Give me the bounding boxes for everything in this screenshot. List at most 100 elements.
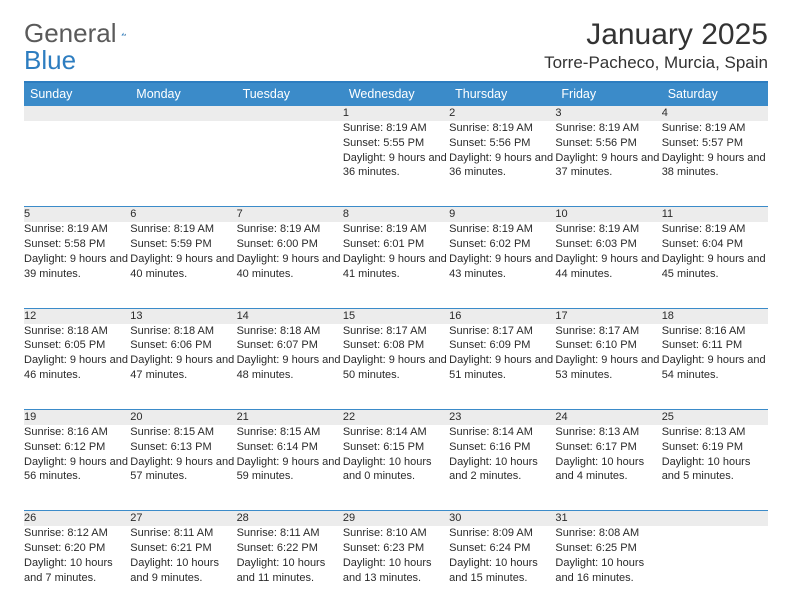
day-number-cell: 29 bbox=[343, 511, 449, 526]
day-header-row: SundayMondayTuesdayWednesdayThursdayFrid… bbox=[24, 82, 768, 106]
sunset-line: Sunset: 6:06 PM bbox=[130, 338, 236, 353]
day-content-cell: Sunrise: 8:19 AMSunset: 6:00 PMDaylight:… bbox=[237, 222, 343, 308]
sunset-line: Sunset: 6:01 PM bbox=[343, 237, 449, 252]
sunset-line: Sunset: 6:14 PM bbox=[237, 440, 343, 455]
day-content-cell: Sunrise: 8:19 AMSunset: 5:55 PMDaylight:… bbox=[343, 121, 449, 207]
daylight-line: Daylight: 9 hours and 54 minutes. bbox=[662, 353, 768, 383]
day-number-cell: 20 bbox=[130, 410, 236, 425]
sunrise-line: Sunrise: 8:15 AM bbox=[237, 425, 343, 440]
sunrise-line: Sunrise: 8:08 AM bbox=[555, 526, 661, 541]
daylight-line: Daylight: 9 hours and 40 minutes. bbox=[237, 252, 343, 282]
title-block: January 2025 Torre-Pacheco, Murcia, Spai… bbox=[544, 18, 768, 73]
day-number-cell: 4 bbox=[662, 106, 768, 121]
day-content-cell bbox=[24, 121, 130, 207]
day-content-cell: Sunrise: 8:09 AMSunset: 6:24 PMDaylight:… bbox=[449, 526, 555, 612]
sunset-line: Sunset: 6:13 PM bbox=[130, 440, 236, 455]
day-number-cell bbox=[237, 106, 343, 121]
sunset-line: Sunset: 6:10 PM bbox=[555, 338, 661, 353]
day-content-cell: Sunrise: 8:19 AMSunset: 6:02 PMDaylight:… bbox=[449, 222, 555, 308]
sunrise-line: Sunrise: 8:13 AM bbox=[555, 425, 661, 440]
day-content-cell bbox=[237, 121, 343, 207]
day-number-cell: 13 bbox=[130, 308, 236, 323]
day-content-cell bbox=[662, 526, 768, 612]
day-number-cell: 22 bbox=[343, 410, 449, 425]
day-number-cell: 11 bbox=[662, 207, 768, 222]
sunset-line: Sunset: 6:05 PM bbox=[24, 338, 130, 353]
day-content-cell: Sunrise: 8:12 AMSunset: 6:20 PMDaylight:… bbox=[24, 526, 130, 612]
sunrise-line: Sunrise: 8:19 AM bbox=[343, 222, 449, 237]
day-number-row: 1234 bbox=[24, 106, 768, 121]
day-number-cell: 18 bbox=[662, 308, 768, 323]
day-content-cell: Sunrise: 8:16 AMSunset: 6:12 PMDaylight:… bbox=[24, 425, 130, 511]
day-number-cell bbox=[24, 106, 130, 121]
daylight-line: Daylight: 10 hours and 7 minutes. bbox=[24, 556, 130, 586]
sunrise-line: Sunrise: 8:09 AM bbox=[449, 526, 555, 541]
sunset-line: Sunset: 6:21 PM bbox=[130, 541, 236, 556]
daylight-line: Daylight: 10 hours and 0 minutes. bbox=[343, 455, 449, 485]
sunrise-line: Sunrise: 8:19 AM bbox=[449, 121, 555, 136]
daylight-line: Daylight: 10 hours and 16 minutes. bbox=[555, 556, 661, 586]
daylight-line: Daylight: 9 hours and 57 minutes. bbox=[130, 455, 236, 485]
daylight-line: Daylight: 10 hours and 13 minutes. bbox=[343, 556, 449, 586]
day-number-row: 19202122232425 bbox=[24, 410, 768, 425]
sunrise-line: Sunrise: 8:12 AM bbox=[24, 526, 130, 541]
sunset-line: Sunset: 5:56 PM bbox=[555, 136, 661, 151]
daylight-line: Daylight: 10 hours and 11 minutes. bbox=[237, 556, 343, 586]
sunrise-line: Sunrise: 8:19 AM bbox=[130, 222, 236, 237]
sunset-line: Sunset: 6:22 PM bbox=[237, 541, 343, 556]
location: Torre-Pacheco, Murcia, Spain bbox=[544, 53, 768, 73]
day-number-cell: 15 bbox=[343, 308, 449, 323]
day-number-cell: 19 bbox=[24, 410, 130, 425]
sunset-line: Sunset: 6:00 PM bbox=[237, 237, 343, 252]
day-content-cell: Sunrise: 8:15 AMSunset: 6:13 PMDaylight:… bbox=[130, 425, 236, 511]
day-number-cell: 26 bbox=[24, 511, 130, 526]
sunset-line: Sunset: 6:07 PM bbox=[237, 338, 343, 353]
sunrise-line: Sunrise: 8:17 AM bbox=[555, 324, 661, 339]
day-number-row: 567891011 bbox=[24, 207, 768, 222]
sunset-line: Sunset: 6:20 PM bbox=[24, 541, 130, 556]
daylight-line: Daylight: 9 hours and 44 minutes. bbox=[555, 252, 661, 282]
day-content-cell: Sunrise: 8:19 AMSunset: 5:57 PMDaylight:… bbox=[662, 121, 768, 207]
day-content-row: Sunrise: 8:19 AMSunset: 5:58 PMDaylight:… bbox=[24, 222, 768, 308]
day-content-cell: Sunrise: 8:19 AMSunset: 5:59 PMDaylight:… bbox=[130, 222, 236, 308]
sunset-line: Sunset: 6:09 PM bbox=[449, 338, 555, 353]
sunrise-line: Sunrise: 8:18 AM bbox=[237, 324, 343, 339]
day-header: Saturday bbox=[662, 82, 768, 106]
day-header: Wednesday bbox=[343, 82, 449, 106]
sunset-line: Sunset: 6:15 PM bbox=[343, 440, 449, 455]
day-number-cell bbox=[662, 511, 768, 526]
sunset-line: Sunset: 5:55 PM bbox=[343, 136, 449, 151]
daylight-line: Daylight: 9 hours and 51 minutes. bbox=[449, 353, 555, 383]
sunrise-line: Sunrise: 8:11 AM bbox=[130, 526, 236, 541]
daylight-line: Daylight: 10 hours and 2 minutes. bbox=[449, 455, 555, 485]
day-header: Sunday bbox=[24, 82, 130, 106]
day-content-cell: Sunrise: 8:17 AMSunset: 6:10 PMDaylight:… bbox=[555, 324, 661, 410]
day-number-cell: 12 bbox=[24, 308, 130, 323]
sunrise-line: Sunrise: 8:17 AM bbox=[343, 324, 449, 339]
day-number-cell: 30 bbox=[449, 511, 555, 526]
day-content-cell: Sunrise: 8:10 AMSunset: 6:23 PMDaylight:… bbox=[343, 526, 449, 612]
daylight-line: Daylight: 9 hours and 38 minutes. bbox=[662, 151, 768, 181]
sunset-line: Sunset: 6:04 PM bbox=[662, 237, 768, 252]
day-content-cell: Sunrise: 8:17 AMSunset: 6:09 PMDaylight:… bbox=[449, 324, 555, 410]
day-content-cell: Sunrise: 8:11 AMSunset: 6:22 PMDaylight:… bbox=[237, 526, 343, 612]
day-content-cell: Sunrise: 8:19 AMSunset: 5:58 PMDaylight:… bbox=[24, 222, 130, 308]
day-number-cell: 24 bbox=[555, 410, 661, 425]
daylight-line: Daylight: 9 hours and 43 minutes. bbox=[449, 252, 555, 282]
day-content-cell: Sunrise: 8:17 AMSunset: 6:08 PMDaylight:… bbox=[343, 324, 449, 410]
day-number-cell: 25 bbox=[662, 410, 768, 425]
sunset-line: Sunset: 6:25 PM bbox=[555, 541, 661, 556]
day-number-cell: 3 bbox=[555, 106, 661, 121]
sunrise-line: Sunrise: 8:16 AM bbox=[662, 324, 768, 339]
day-number-cell: 23 bbox=[449, 410, 555, 425]
daylight-line: Daylight: 9 hours and 37 minutes. bbox=[555, 151, 661, 181]
logo-sail-icon bbox=[121, 24, 126, 44]
day-content-cell: Sunrise: 8:14 AMSunset: 6:16 PMDaylight:… bbox=[449, 425, 555, 511]
sunset-line: Sunset: 6:03 PM bbox=[555, 237, 661, 252]
daylight-line: Daylight: 9 hours and 36 minutes. bbox=[343, 151, 449, 181]
sunset-line: Sunset: 6:16 PM bbox=[449, 440, 555, 455]
daylight-line: Daylight: 9 hours and 46 minutes. bbox=[24, 353, 130, 383]
day-number-cell: 14 bbox=[237, 308, 343, 323]
sunset-line: Sunset: 6:02 PM bbox=[449, 237, 555, 252]
day-number-cell: 5 bbox=[24, 207, 130, 222]
